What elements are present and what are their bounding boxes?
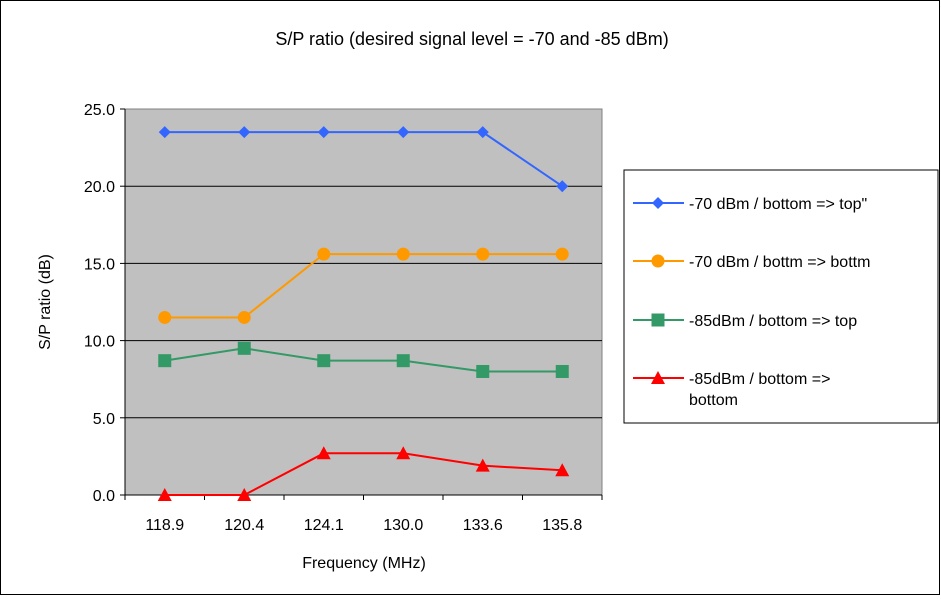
plot-area xyxy=(124,108,603,496)
data-point xyxy=(396,247,410,261)
series-3 xyxy=(158,341,569,378)
series-1 xyxy=(158,126,569,193)
data-point xyxy=(397,126,410,139)
legend-label: -70 dBm / bottm => bottm xyxy=(689,254,870,271)
data-point xyxy=(476,126,489,139)
y-tick-label: 0.0 xyxy=(93,488,115,505)
legend-label: -70 dBm / bottom => top" xyxy=(689,196,867,213)
series-4 xyxy=(157,446,570,501)
x-axis: 118.9 120.4 124.1 130.0 133.6 135.8 xyxy=(124,494,603,534)
x-tick-label: 130.0 xyxy=(383,517,423,534)
legend-marker xyxy=(651,371,665,384)
legend-label: -85dBm / bottom => top xyxy=(689,313,857,330)
data-point xyxy=(237,310,251,324)
series-line xyxy=(164,253,563,319)
series-line xyxy=(164,131,563,188)
data-point xyxy=(157,488,172,501)
data-point xyxy=(317,247,331,261)
legend-item-3: -85dBm / bottom => top xyxy=(633,313,857,330)
data-point xyxy=(317,354,331,368)
data-point xyxy=(396,446,411,460)
series-line xyxy=(164,347,563,373)
y-tick-label: 15.0 xyxy=(84,256,115,273)
legend-marker xyxy=(651,254,665,268)
legend-item-1: -70 dBm / bottom => top" xyxy=(633,196,867,213)
data-point xyxy=(237,488,252,501)
chart-title: S/P ratio (desired signal level = -70 an… xyxy=(275,29,668,49)
data-point xyxy=(158,126,171,139)
data-point xyxy=(476,364,490,378)
data-point xyxy=(317,126,330,139)
x-axis-label: Frequency (MHz) xyxy=(302,555,426,572)
legend-marker xyxy=(651,313,665,327)
series-line xyxy=(164,452,563,496)
x-tick-label: 135.8 xyxy=(542,517,582,534)
legend-label: -85dBm / bottom => bottom xyxy=(689,371,830,409)
legend-item-4: -85dBm / bottom => bottom xyxy=(633,371,830,409)
series-layer xyxy=(157,126,570,501)
legend xyxy=(623,169,939,424)
y-axis: 0.0 5.0 10.0 15.0 20.0 25.0 xyxy=(84,102,126,505)
x-tick-label: 124.1 xyxy=(304,517,344,534)
data-point xyxy=(555,247,569,261)
data-point xyxy=(476,247,490,261)
y-axis-label: S/P ratio (dB) xyxy=(37,254,54,350)
y-tick-label: 20.0 xyxy=(84,179,115,196)
x-tick-label: 133.6 xyxy=(463,517,503,534)
y-tick-label: 25.0 xyxy=(84,102,115,119)
y-tick-label: 5.0 xyxy=(93,411,115,428)
legend-items: -70 dBm / bottom => top" -70 dBm / bottm … xyxy=(633,196,870,409)
data-point xyxy=(556,180,569,193)
data-point xyxy=(238,126,251,139)
data-point xyxy=(475,458,490,472)
data-point xyxy=(158,310,172,324)
x-tick-label: 120.4 xyxy=(224,517,264,534)
legend-item-2: -70 dBm / bottm => bottm xyxy=(633,254,870,271)
gridlines xyxy=(125,185,602,419)
data-point xyxy=(237,341,251,355)
x-tick-label: 118.9 xyxy=(145,517,184,534)
data-point xyxy=(555,364,569,378)
series-2 xyxy=(158,247,569,324)
y-tick-label: 10.0 xyxy=(84,334,115,351)
data-point xyxy=(396,354,410,368)
data-point xyxy=(555,463,570,477)
data-point xyxy=(158,354,172,368)
data-point xyxy=(316,446,331,460)
legend-marker xyxy=(652,197,664,209)
